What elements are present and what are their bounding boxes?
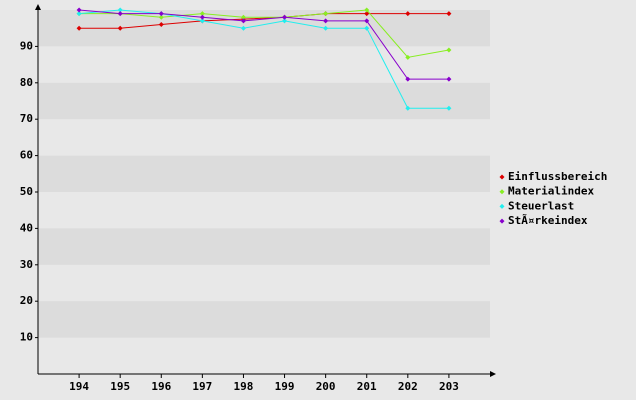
y-tick-label: 10 xyxy=(20,331,33,344)
legend-marker xyxy=(499,203,505,209)
y-tick-label: 40 xyxy=(20,221,33,234)
x-tick-label: 197 xyxy=(192,380,212,393)
series-point xyxy=(199,11,205,17)
y-tick-label: 80 xyxy=(20,76,33,89)
grid-band xyxy=(38,155,490,192)
grid-band xyxy=(38,228,490,265)
series-point xyxy=(117,11,123,17)
series-line xyxy=(79,9,449,58)
series-point xyxy=(282,14,288,20)
y-tick-label: 70 xyxy=(20,112,33,125)
series-point xyxy=(282,18,288,24)
x-tick-label: 196 xyxy=(151,380,171,393)
legend-label: Materialindex xyxy=(508,185,594,198)
x-tick-label: 201 xyxy=(357,380,377,393)
series-point xyxy=(405,105,411,111)
series-point xyxy=(446,105,452,111)
series-point xyxy=(405,76,411,82)
legend-label: Einflussbereich xyxy=(508,170,607,183)
legend-label: Steuerlast xyxy=(508,199,574,212)
x-tick-label: 195 xyxy=(110,380,130,393)
grid-band xyxy=(38,301,490,338)
series-point xyxy=(199,14,205,20)
series-point xyxy=(240,25,246,31)
series-point xyxy=(446,11,452,17)
y-tick-label: 60 xyxy=(20,149,33,162)
series-point xyxy=(158,14,164,20)
series-point xyxy=(364,11,370,17)
series-point xyxy=(364,18,370,24)
legend-marker xyxy=(499,189,505,195)
series-point xyxy=(364,25,370,31)
series-point xyxy=(364,7,370,13)
x-tick-label: 194 xyxy=(69,380,89,393)
y-tick-label: 20 xyxy=(20,294,33,307)
x-tick-label: 202 xyxy=(398,380,418,393)
legend-marker xyxy=(499,174,505,180)
grid-band xyxy=(38,82,490,120)
x-tick-label: 200 xyxy=(316,380,336,393)
series-point xyxy=(76,11,82,17)
series-point xyxy=(240,14,246,20)
series-point xyxy=(158,22,164,28)
series-point xyxy=(323,11,329,17)
series-point xyxy=(323,25,329,31)
series-point xyxy=(405,11,411,17)
series-line xyxy=(79,13,449,29)
series-point xyxy=(117,7,123,13)
series-point xyxy=(199,18,205,24)
series-point xyxy=(405,54,411,60)
series-point xyxy=(117,25,123,31)
series-point xyxy=(76,7,82,13)
series-line xyxy=(79,9,449,80)
y-tick-label: 90 xyxy=(20,39,33,52)
series-point xyxy=(158,11,164,17)
x-tick-label: 199 xyxy=(275,380,295,393)
series-point xyxy=(76,25,82,31)
x-tick-label: 198 xyxy=(234,380,254,393)
legend-marker xyxy=(499,218,505,224)
x-axis-arrow xyxy=(490,371,496,377)
x-tick-label: 203 xyxy=(439,380,459,393)
y-tick-label: 30 xyxy=(20,258,33,271)
series-point xyxy=(323,18,329,24)
series-line xyxy=(79,9,449,109)
series-point xyxy=(240,18,246,24)
legend-label: StÃ¤rkeindex xyxy=(508,214,588,227)
y-axis-arrow xyxy=(35,4,41,10)
series-point xyxy=(446,47,452,53)
y-tick-label: 50 xyxy=(20,185,33,198)
series-point xyxy=(446,76,452,82)
